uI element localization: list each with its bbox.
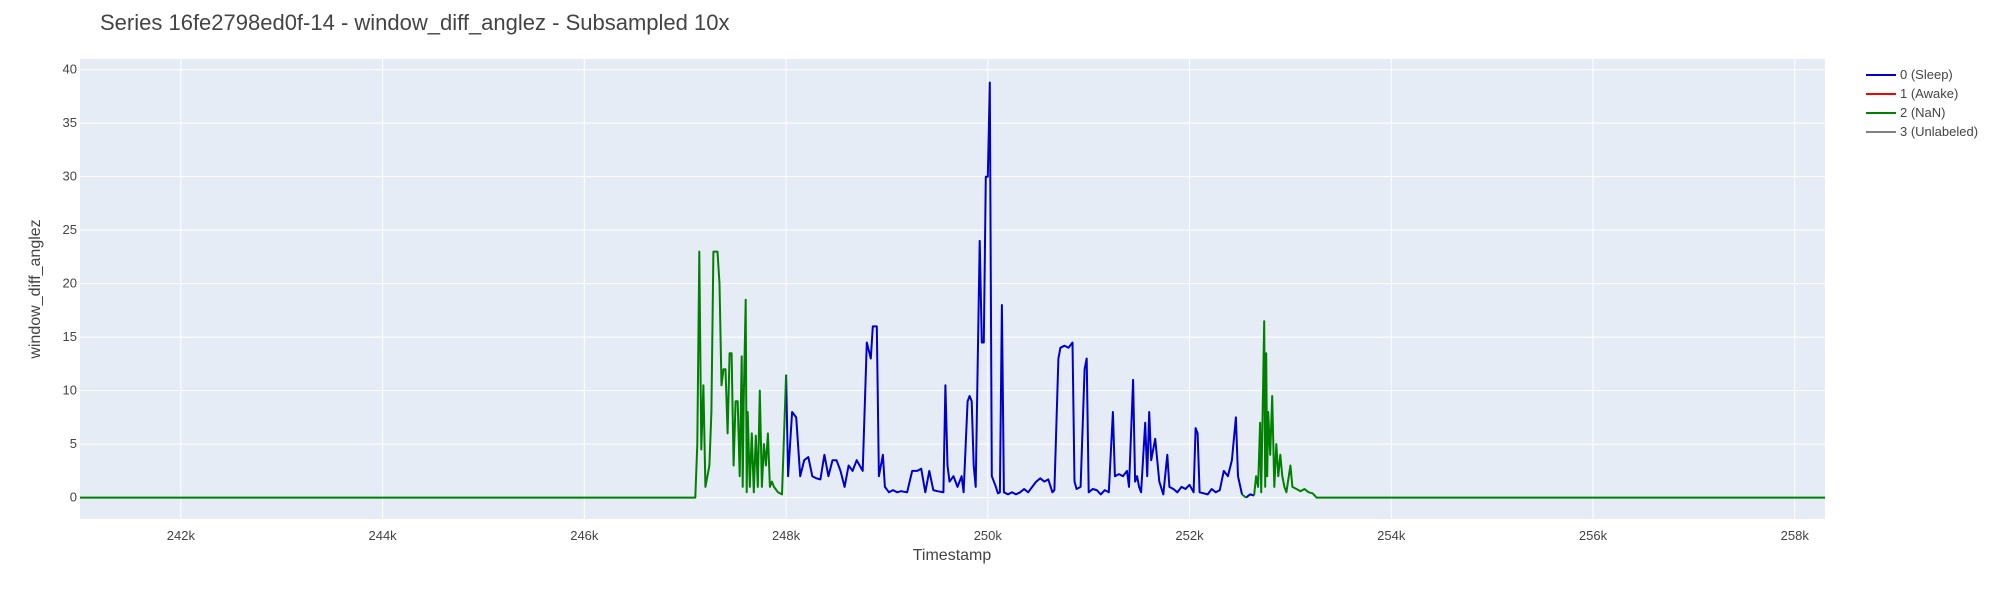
plot-area xyxy=(80,59,1825,519)
chart-title: Series 16fe2798ed0f-14 - window_diff_ang… xyxy=(100,10,729,35)
series-2 xyxy=(80,250,1825,499)
y-axis-title: window_diff_anglez xyxy=(27,219,44,359)
y-tick-label: 15 xyxy=(63,329,77,344)
x-tick-label: 254k xyxy=(1377,528,1406,543)
x-tick-label: 246k xyxy=(570,528,599,543)
y-axis-ticks: 0 5 10 15 20 25 30 35 40 xyxy=(63,62,77,505)
series-line xyxy=(1253,320,1825,499)
grid xyxy=(80,59,1825,519)
x-axis-title: Timestamp xyxy=(913,547,992,564)
y-tick-label: 35 xyxy=(63,115,77,130)
legend-item[interactable]: 2 (NaN) xyxy=(1866,105,1946,120)
legend-label: 0 (Sleep) xyxy=(1900,67,1953,82)
x-tick-label: 248k xyxy=(772,528,801,543)
x-tick-label: 256k xyxy=(1579,528,1608,543)
y-tick-label: 0 xyxy=(70,490,77,505)
y-tick-label: 40 xyxy=(63,62,77,77)
series-0 xyxy=(785,81,1255,499)
y-tick-label: 20 xyxy=(63,276,77,291)
legend-item[interactable]: 0 (Sleep) xyxy=(1866,67,1953,82)
legend-item[interactable]: 1 (Awake) xyxy=(1866,86,1958,101)
x-tick-label: 244k xyxy=(368,528,397,543)
series-line xyxy=(1245,493,1255,499)
x-tick-label: 258k xyxy=(1781,528,1810,543)
legend[interactable]: 0 (Sleep) 1 (Awake) 2 (NaN) 3 (Unlabeled) xyxy=(1866,67,1978,139)
y-tick-label: 25 xyxy=(63,222,77,237)
legend-item[interactable]: 3 (Unlabeled) xyxy=(1866,124,1978,139)
y-tick-label: 30 xyxy=(63,169,77,184)
series-line xyxy=(785,81,1243,496)
series-line xyxy=(80,250,788,499)
x-tick-label: 242k xyxy=(167,528,196,543)
x-axis-ticks: 242k 244k 246k 248k 250k 252k 254k 256k 258k xyxy=(167,528,1810,543)
legend-label: 3 (Unlabeled) xyxy=(1900,124,1978,139)
x-tick-label: 250k xyxy=(974,528,1003,543)
x-tick-label: 252k xyxy=(1175,528,1204,543)
y-tick-label: 10 xyxy=(63,383,77,398)
y-tick-label: 5 xyxy=(70,436,77,451)
legend-label: 1 (Awake) xyxy=(1900,86,1958,101)
legend-label: 2 (NaN) xyxy=(1900,105,1946,120)
series-line xyxy=(1241,493,1247,499)
series-layer xyxy=(80,81,1825,499)
